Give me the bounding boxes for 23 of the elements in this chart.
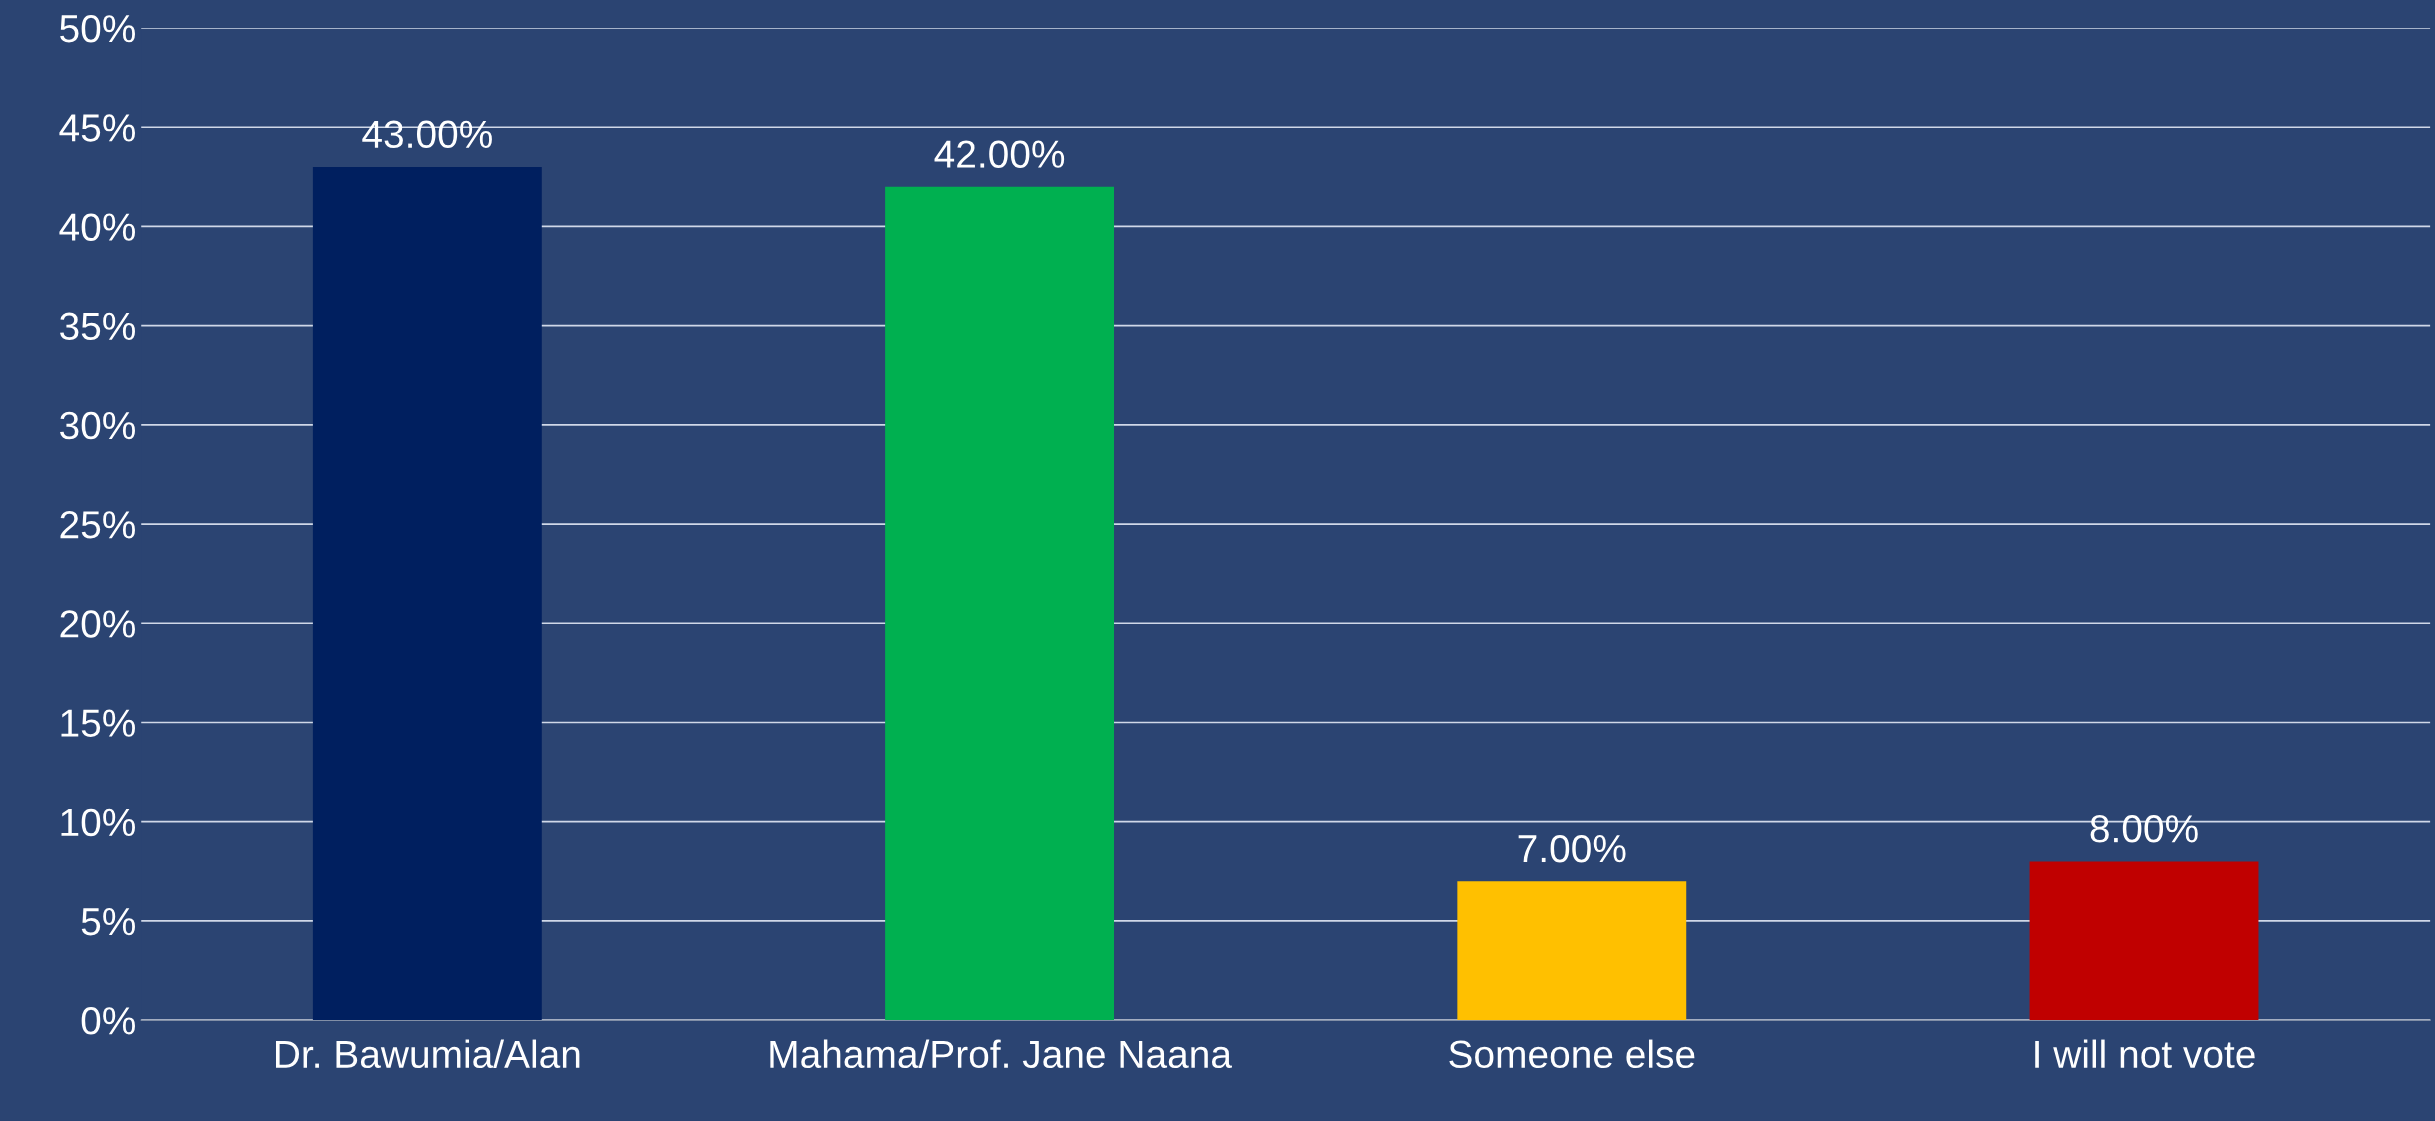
bar xyxy=(2029,861,2259,1021)
y-tick-label: 40% xyxy=(59,213,135,241)
y-tick-label: 50% xyxy=(60,14,135,43)
y-tick-label: 15% xyxy=(61,709,135,737)
y-tick-label: 20% xyxy=(60,610,135,638)
y-tick-label: 35% xyxy=(60,312,135,341)
bar xyxy=(1457,881,1687,1021)
y-tick-label: 45% xyxy=(59,114,135,142)
bar xyxy=(312,166,542,1021)
x-tick-label: Mahama/Prof. Jane Naana xyxy=(770,1039,1232,1069)
bar xyxy=(885,186,1115,1021)
y-tick-label: 10% xyxy=(61,808,135,837)
y-tick-label: 30% xyxy=(60,411,135,440)
y-tick-label: 0% xyxy=(81,1007,135,1035)
x-tick-label: Dr. Bawumia/Alan xyxy=(275,1039,580,1069)
data-label: 43.00% xyxy=(362,120,492,149)
data-label: 42.00% xyxy=(934,140,1065,168)
data-label: 7.00% xyxy=(1518,834,1626,863)
x-tick-label: Someone else xyxy=(1449,1039,1695,1069)
data-label: 8.00% xyxy=(2090,815,2198,843)
y-tick-label: 5% xyxy=(81,908,135,936)
y-tick-label: 25% xyxy=(60,511,135,539)
x-tick-label: I will not vote xyxy=(2035,1039,2255,1069)
